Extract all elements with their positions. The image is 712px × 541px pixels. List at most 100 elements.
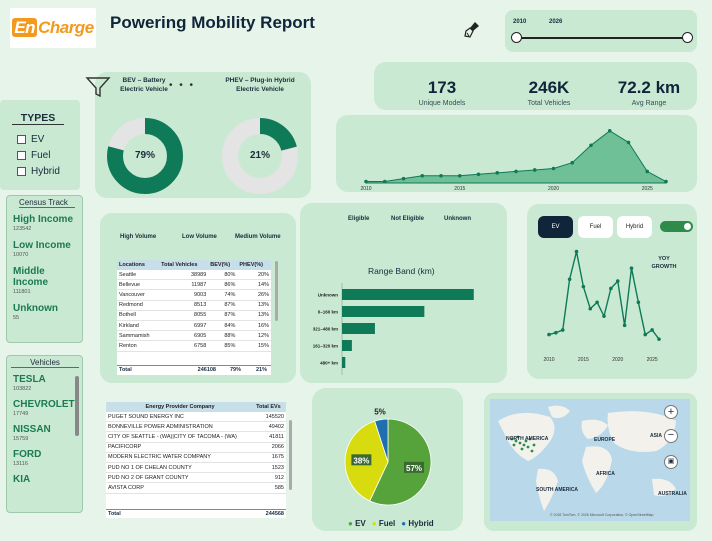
provider-table-scrollbar[interactable] bbox=[289, 420, 292, 490]
map-dot bbox=[526, 445, 530, 449]
checkbox[interactable] bbox=[17, 151, 26, 160]
table-row[interactable]: Redmond 8513 87% 13% bbox=[117, 300, 271, 311]
table-row[interactable]: BONNEVILLE POWER ADMINISTRATION 49402 bbox=[106, 421, 286, 433]
vehicle-item-nissan[interactable]: NISSAN 15759 bbox=[13, 424, 75, 442]
legend-fuel: ● Fuel bbox=[371, 519, 396, 528]
slider-handle-start[interactable] bbox=[511, 32, 522, 43]
table-row[interactable]: Bellevue 11987 86% 14% bbox=[117, 279, 271, 291]
table-row[interactable]: PUD NO 1 OF CHELAN COUNTY 1523 bbox=[106, 462, 286, 474]
logo-en: En bbox=[12, 18, 38, 37]
table-cell: PUGET SOUND ENERGY INC bbox=[106, 412, 255, 423]
tab-not-eligible[interactable]: Not Eligible bbox=[391, 216, 424, 222]
type-tab-ev[interactable]: EV bbox=[538, 216, 573, 238]
vehicle-item-chevrolet[interactable]: CHEVROLET 17749 bbox=[13, 399, 75, 417]
type-option-hybrid[interactable]: Hybrid bbox=[17, 166, 60, 177]
more-options-icon[interactable]: • • • bbox=[169, 80, 196, 91]
checkbox[interactable] bbox=[17, 135, 26, 144]
census-item-name: Middle Income bbox=[13, 266, 49, 288]
map-view-icon[interactable]: ▣ bbox=[664, 455, 678, 469]
area-point bbox=[532, 168, 537, 172]
type-tab-fuel[interactable]: Fuel bbox=[578, 216, 613, 238]
provider-table: Energy Provider Company Total EVs PUGET … bbox=[106, 402, 286, 518]
vehicle-name: FORD bbox=[13, 449, 42, 460]
col-bev[interactable]: BEV(%) bbox=[208, 260, 238, 270]
type-option-fuel[interactable]: Fuel bbox=[17, 150, 60, 161]
pie-label-bg bbox=[404, 461, 425, 473]
area-point bbox=[664, 179, 668, 184]
tab-high-volume[interactable]: High Volume bbox=[120, 234, 157, 240]
map-view[interactable]: NORTH AMERICA EUROPE ASIA AFRICA SOUTH A… bbox=[490, 399, 690, 521]
census-title: Census Track bbox=[19, 198, 75, 208]
phev-percent: 21% bbox=[249, 150, 270, 161]
table-row[interactable]: Kirkland 6997 84% 16% bbox=[117, 320, 271, 332]
col-locations[interactable]: Locations bbox=[117, 260, 160, 270]
city-table: Locations Total Vehicles BEV(%) PHEV(%) … bbox=[117, 260, 271, 375]
vehicle-item-ford[interactable]: FORD 13116 bbox=[13, 449, 75, 467]
table-row[interactable]: Sammamish 6905 88% 12% bbox=[117, 330, 271, 342]
table-cell: Renton bbox=[117, 340, 160, 352]
zoom-out-button[interactable]: − bbox=[664, 429, 678, 443]
kpi-avg-range: 72.2 km Avg Range bbox=[609, 78, 689, 107]
yoy-point bbox=[554, 330, 558, 335]
city-table-scrollbar[interactable] bbox=[275, 261, 278, 321]
pie-label: 57% bbox=[406, 464, 422, 473]
table-cell: PUD NO 2 OF GRANT COUNTY bbox=[106, 472, 255, 484]
table-cell: PUD NO 1 OF CHELAN COUNTY bbox=[106, 462, 255, 474]
col-total-vehicles[interactable]: Total Vehicles bbox=[159, 260, 209, 270]
census-item-unknown[interactable]: Unknown 55 bbox=[13, 303, 82, 321]
census-track-card: Census Track High Income 123542 Low Incom… bbox=[6, 195, 83, 343]
map-dot bbox=[510, 437, 514, 441]
map-dot bbox=[516, 435, 520, 439]
filter-icon[interactable] bbox=[85, 76, 111, 103]
census-item-name: High Income bbox=[13, 214, 74, 225]
census-item-low-income[interactable]: Low Income 10070 bbox=[13, 240, 82, 258]
yoy-card: EV Fuel Hybrid YOY GROWTH 2010 2015 2020 20… bbox=[527, 204, 697, 379]
table-row[interactable]: Bothell 8055 87% 13% bbox=[117, 310, 271, 321]
tab-medium-volume[interactable]: Medium Volume bbox=[235, 234, 281, 240]
tab-unknown[interactable]: Unknown bbox=[444, 216, 471, 222]
vehicle-item-kia[interactable]: KIA bbox=[13, 474, 75, 485]
area-point bbox=[439, 173, 443, 178]
range-bar bbox=[342, 306, 425, 317]
year-slider-card: 2010 2026 bbox=[505, 10, 697, 52]
table-row[interactable]: PACIFICORP 2066 bbox=[106, 442, 286, 453]
table-row[interactable]: Vancouver 9003 74% 26% bbox=[117, 289, 271, 301]
table-cell: Redmond bbox=[117, 300, 160, 311]
legend-label: EV bbox=[355, 519, 366, 528]
zoom-in-button[interactable]: + bbox=[664, 405, 678, 419]
vehicles-scrollbar[interactable] bbox=[75, 376, 79, 436]
vehicle-count: 17749 bbox=[13, 411, 29, 417]
slider-handle-end[interactable] bbox=[682, 32, 693, 43]
vehicle-item-tesla[interactable]: TESLA 103822 bbox=[13, 374, 75, 392]
table-row[interactable]: MODERN ELECTRIC WATER COMPANY 1675 bbox=[106, 452, 286, 463]
tab-low-volume[interactable]: Low Volume bbox=[182, 234, 217, 240]
types-title: TYPES bbox=[12, 112, 64, 125]
checkbox[interactable] bbox=[17, 167, 26, 176]
table-row[interactable]: CITY OF SEATTLE - (WA)|CITY OF TACOMA - … bbox=[106, 431, 286, 443]
yoy-point bbox=[650, 328, 654, 332]
col-provider[interactable]: Energy Provider Company bbox=[106, 402, 255, 412]
kpi-card: 173 Unique Models 246K Total Vehicles 72… bbox=[374, 62, 697, 110]
table-cell: Kirkland bbox=[117, 320, 160, 332]
table-row[interactable]: PUD NO 2 OF GRANT COUNTY 912 bbox=[106, 472, 286, 484]
table-row[interactable]: Seattle 38989 80% 20% bbox=[117, 270, 271, 281]
table-row[interactable]: Renton 6758 85% 15% bbox=[117, 340, 271, 352]
type-tab-hybrid[interactable]: Hybrid bbox=[617, 216, 652, 238]
brush-icon[interactable] bbox=[462, 20, 482, 40]
table-cell: 49402 bbox=[254, 421, 286, 433]
table-row[interactable]: AVISTA CORP 585 bbox=[106, 482, 286, 494]
area-point bbox=[645, 169, 650, 174]
table-cell: Sammamish bbox=[117, 330, 160, 342]
city-table-card: High Volume Low Volume Medium Volume Loc… bbox=[100, 213, 296, 383]
col-phev[interactable]: PHEV(%) bbox=[237, 260, 271, 270]
tab-eligible[interactable]: Eligible bbox=[348, 216, 370, 222]
yoy-toggle[interactable] bbox=[660, 221, 693, 232]
table-row[interactable]: PUGET SOUND ENERGY INC 145520 bbox=[106, 412, 286, 423]
range-bar bbox=[342, 340, 352, 351]
census-item-high-income[interactable]: High Income 123542 bbox=[13, 214, 82, 232]
yoy-label: YOY GROWTH bbox=[651, 256, 677, 270]
census-item-middle-income[interactable]: Middle Income 111801 bbox=[13, 266, 82, 295]
type-option-ev[interactable]: EV bbox=[17, 134, 60, 145]
x-tick-label: 2015 bbox=[578, 357, 589, 363]
col-total-evs[interactable]: Total EVs bbox=[254, 402, 286, 412]
